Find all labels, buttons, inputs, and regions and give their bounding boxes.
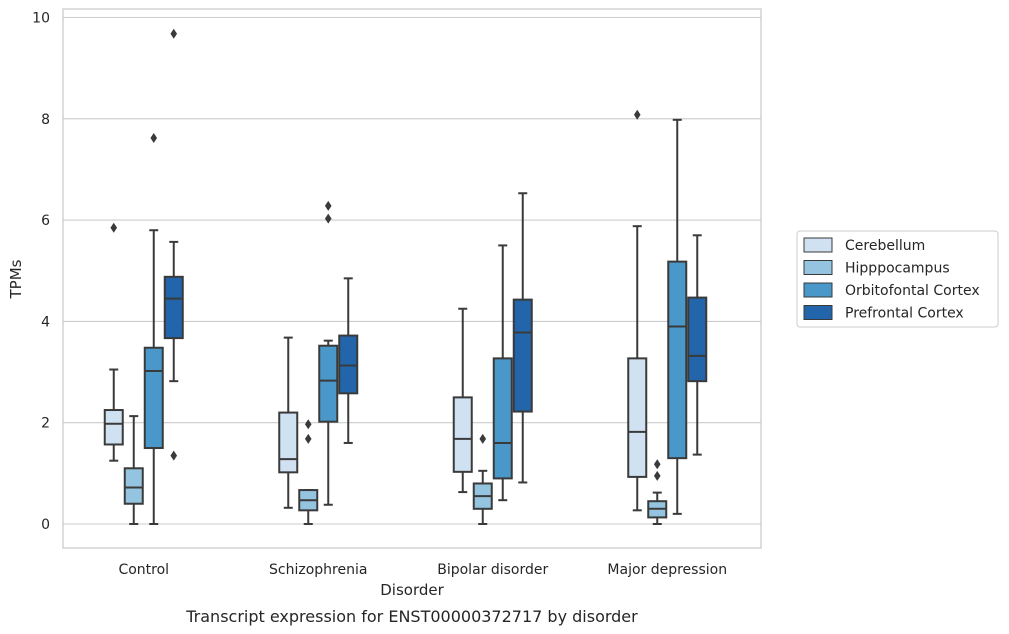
box-0-1 xyxy=(278,336,299,509)
box-3-1 xyxy=(338,277,359,444)
box-body xyxy=(278,411,299,474)
outlier-point xyxy=(324,200,332,211)
legend-swatch xyxy=(803,260,833,275)
outlier-point xyxy=(304,419,312,430)
box-2-2 xyxy=(492,244,513,502)
box-body xyxy=(512,298,533,413)
box-body xyxy=(667,260,688,460)
outlier-point xyxy=(653,459,661,470)
y-tick-label: 8 xyxy=(41,112,50,128)
legend-item: Prefrontal Cortex xyxy=(803,305,964,322)
legend: Cerebellum Hipppocampus Orbitofontal Corte… xyxy=(796,230,999,328)
box-body xyxy=(338,334,359,395)
y-tick-label: 0 xyxy=(41,517,50,533)
outlier-point xyxy=(170,450,178,461)
box-body xyxy=(452,396,473,473)
box-0-3 xyxy=(627,109,648,512)
outlier-point xyxy=(110,222,118,233)
legend-label: Prefrontal Cortex xyxy=(845,306,964,322)
chart-caption: Transcript expression for ENST0000037271… xyxy=(185,607,638,626)
box-body xyxy=(103,409,124,446)
box-1-3 xyxy=(647,459,668,525)
box-body xyxy=(143,346,164,450)
x-axis-ticks: Control Schizophrenia Bipolar disorder Majo… xyxy=(118,562,727,578)
legend-item: Hipppocampus xyxy=(803,260,950,277)
box-body xyxy=(492,357,513,480)
box-1-0 xyxy=(123,415,144,525)
x-tick-label: Control xyxy=(118,562,169,578)
y-axis-ticks: 0 2 4 6 8 10 xyxy=(32,11,50,534)
box-3-0 xyxy=(163,28,184,461)
outlier-point xyxy=(479,433,487,444)
box-2-3 xyxy=(667,118,688,515)
plot-area-frame xyxy=(62,8,762,549)
box-body xyxy=(318,344,339,423)
x-tick-label: Schizophrenia xyxy=(269,562,367,578)
outlier-point xyxy=(633,109,641,120)
outlier-point xyxy=(150,133,158,144)
box-body xyxy=(163,275,184,340)
box-3-2 xyxy=(512,192,533,484)
gridlines xyxy=(63,16,761,525)
legend-swatch xyxy=(803,305,833,320)
y-tick-label: 2 xyxy=(41,416,50,432)
outlier-point xyxy=(653,470,661,481)
box-1-1 xyxy=(298,419,319,525)
legend-label: Hipppocampus xyxy=(845,261,950,277)
y-tick-label: 6 xyxy=(41,213,50,229)
y-tick-label: 10 xyxy=(32,11,50,27)
box-body xyxy=(687,296,708,383)
outlier-point xyxy=(324,213,332,224)
legend-frame xyxy=(796,230,999,328)
box-0-0 xyxy=(103,222,124,462)
box-series xyxy=(103,28,708,525)
x-tick-label: Bipolar disorder xyxy=(437,562,548,578)
box-1-2 xyxy=(472,433,493,525)
box-0-2 xyxy=(452,307,473,494)
box-body xyxy=(123,467,144,505)
box-2-1 xyxy=(318,200,339,506)
legend-item: Cerebellum xyxy=(803,237,925,254)
legend-swatch xyxy=(803,282,833,298)
legend-label: Cerebellum xyxy=(845,238,925,254)
outlier-point xyxy=(170,28,178,39)
box-3-3 xyxy=(687,234,708,456)
legend-swatch xyxy=(803,237,833,253)
y-tick-label: 4 xyxy=(41,314,50,330)
box-body xyxy=(627,357,648,478)
y-axis-title: TPMs xyxy=(7,259,25,299)
x-tick-label: Major depression xyxy=(607,562,727,578)
box-2-0 xyxy=(143,133,164,525)
legend-item: Orbitofontal Cortex xyxy=(803,282,980,299)
x-axis-title: Disorder xyxy=(380,581,444,599)
outlier-point xyxy=(304,433,312,444)
legend-label: Orbitofontal Cortex xyxy=(845,283,980,299)
